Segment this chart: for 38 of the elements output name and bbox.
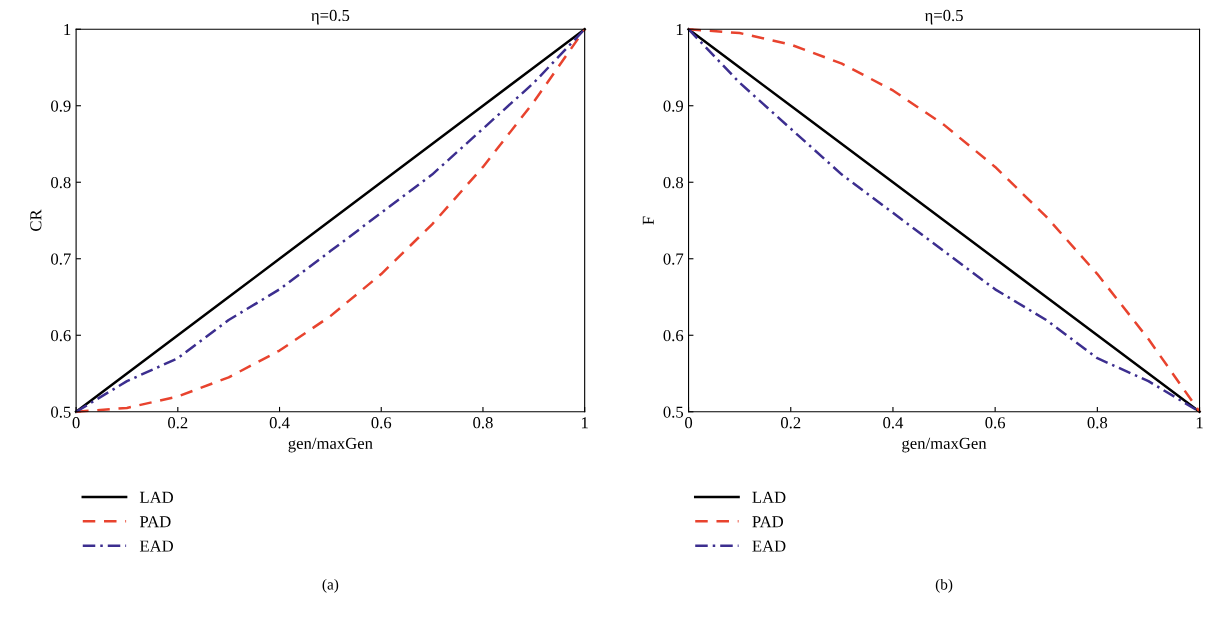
text: (a) [322, 578, 339, 593]
x-tick-label: 0.8 [1087, 417, 1108, 429]
legend-label: PAD [139, 516, 171, 528]
x-tick-label: 0.2 [168, 417, 188, 429]
y-tick-label: 0.6 [663, 329, 684, 342]
y-tick-label: 0.9 [51, 100, 71, 112]
x-tick-label: 1 [1196, 417, 1203, 429]
x-axis-title: gen/maxGen [902, 437, 987, 453]
y-tick-label: 1 [64, 24, 71, 36]
x-tick-label: 0.4 [883, 417, 904, 429]
y-tick-label: 0.7 [51, 253, 71, 265]
x-tick-label: 0.8 [473, 417, 493, 429]
x-tick-label: 1 [581, 417, 588, 429]
y-tick-label: 0.5 [51, 406, 71, 418]
x-tick-label: 0.6 [371, 417, 392, 429]
x-tick-label: 0.4 [269, 417, 290, 429]
x-tick-label: 0.6 [985, 417, 1006, 429]
legend-label: EAD [752, 540, 786, 552]
y-tick-label: 0.8 [51, 176, 71, 189]
y-tick-label: 0.7 [663, 253, 684, 265]
legend-label: LAD [752, 491, 786, 503]
legend-label: EAD [139, 540, 174, 552]
y-tick-label: 1 [676, 24, 683, 36]
x-tick-label: 0 [72, 417, 80, 429]
legend-label: LAD [139, 491, 174, 503]
text: (b) [935, 578, 953, 593]
y-tick-label: 0.8 [663, 176, 684, 189]
legend-label: PAD [752, 516, 784, 528]
chart-title: η=0.5 [311, 9, 350, 25]
x-axis-title: gen/maxGen [288, 437, 373, 453]
x-tick-label: 0 [685, 417, 693, 429]
y-axis-title: F [642, 216, 654, 225]
chart-title: η=0.5 [924, 9, 963, 25]
y-tick-label: 0.9 [663, 100, 684, 112]
y-tick-label: 0.5 [663, 406, 684, 418]
y-tick-label: 0.6 [51, 329, 71, 342]
x-tick-label: 0.2 [780, 417, 801, 429]
y-axis-title: CR [30, 209, 42, 231]
